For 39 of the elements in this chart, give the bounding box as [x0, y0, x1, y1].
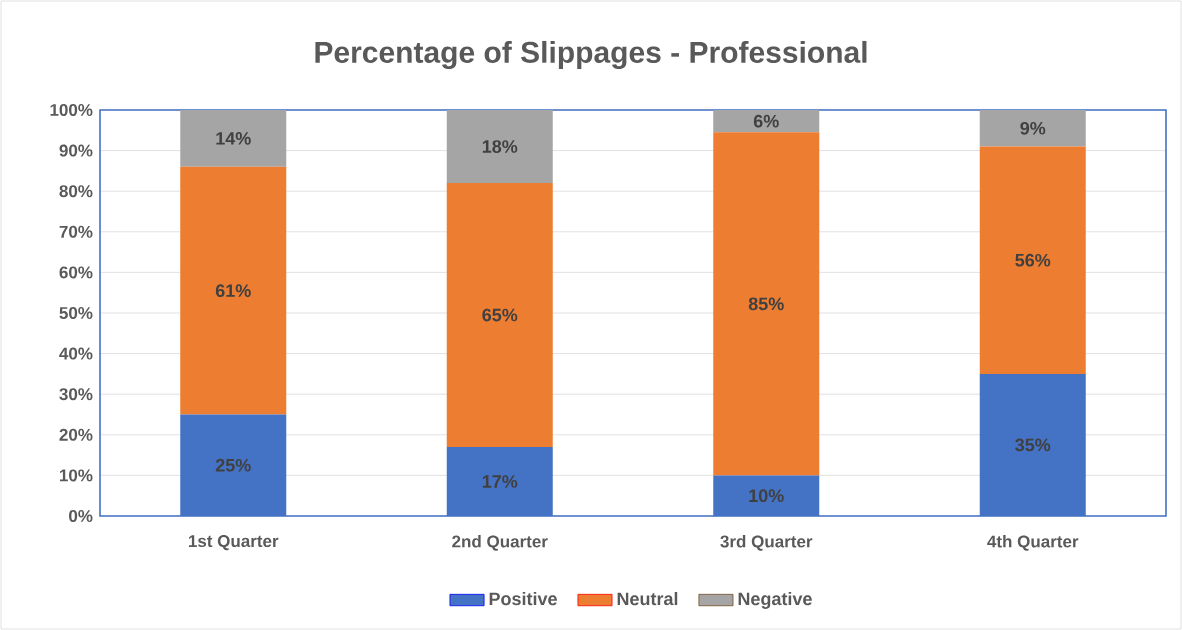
data-label: 9%: [1020, 121, 1046, 135]
bar: [979, 109, 1086, 147]
data-label: 6%: [753, 114, 779, 128]
bar: [713, 109, 820, 133]
y-tick-label: 90%: [59, 144, 93, 157]
data-label: 65%: [482, 308, 518, 322]
bar: [180, 109, 287, 167]
y-tick-label: 60%: [59, 266, 93, 279]
data-label: 85%: [748, 297, 784, 311]
y-tick-label: 30%: [59, 388, 93, 401]
data-label: 14%: [216, 132, 251, 145]
bar: [180, 166, 287, 415]
data-label: 56%: [1015, 253, 1051, 267]
bar: [446, 183, 553, 447]
bar: [713, 132, 820, 476]
y-tick-label: 100%: [50, 103, 93, 116]
data-label: 25%: [215, 458, 251, 472]
bar: [979, 146, 1086, 374]
x-tick-label: 3rd Quarter: [720, 535, 813, 551]
x-tick-label: 2nd Quarter: [452, 535, 548, 551]
y-tick-label: 0%: [69, 509, 93, 522]
data-label: 61%: [215, 284, 251, 298]
bar: [446, 109, 553, 184]
y-tick-label: 10%: [59, 469, 93, 482]
data-label: 35%: [1015, 438, 1051, 452]
x-tick-label: 1st Quarter: [188, 535, 279, 551]
data-label: 10%: [749, 489, 784, 503]
y-tick-label: 40%: [59, 347, 93, 360]
data-label: 18%: [482, 140, 518, 153]
x-tick-label: 4th Quarter: [987, 535, 1079, 551]
y-tick-label: 50%: [59, 306, 93, 319]
legend-label: Negative: [738, 592, 812, 609]
y-tick-label: 20%: [59, 428, 93, 441]
data-label: 17%: [482, 475, 518, 488]
chart-title: Percentage of Slippages - Professional: [315, 40, 867, 70]
legend-label: Neutral: [617, 592, 678, 606]
y-tick-label: 80%: [59, 185, 93, 198]
legend-label: Positive: [489, 592, 557, 606]
y-tick-label: 70%: [59, 225, 93, 238]
